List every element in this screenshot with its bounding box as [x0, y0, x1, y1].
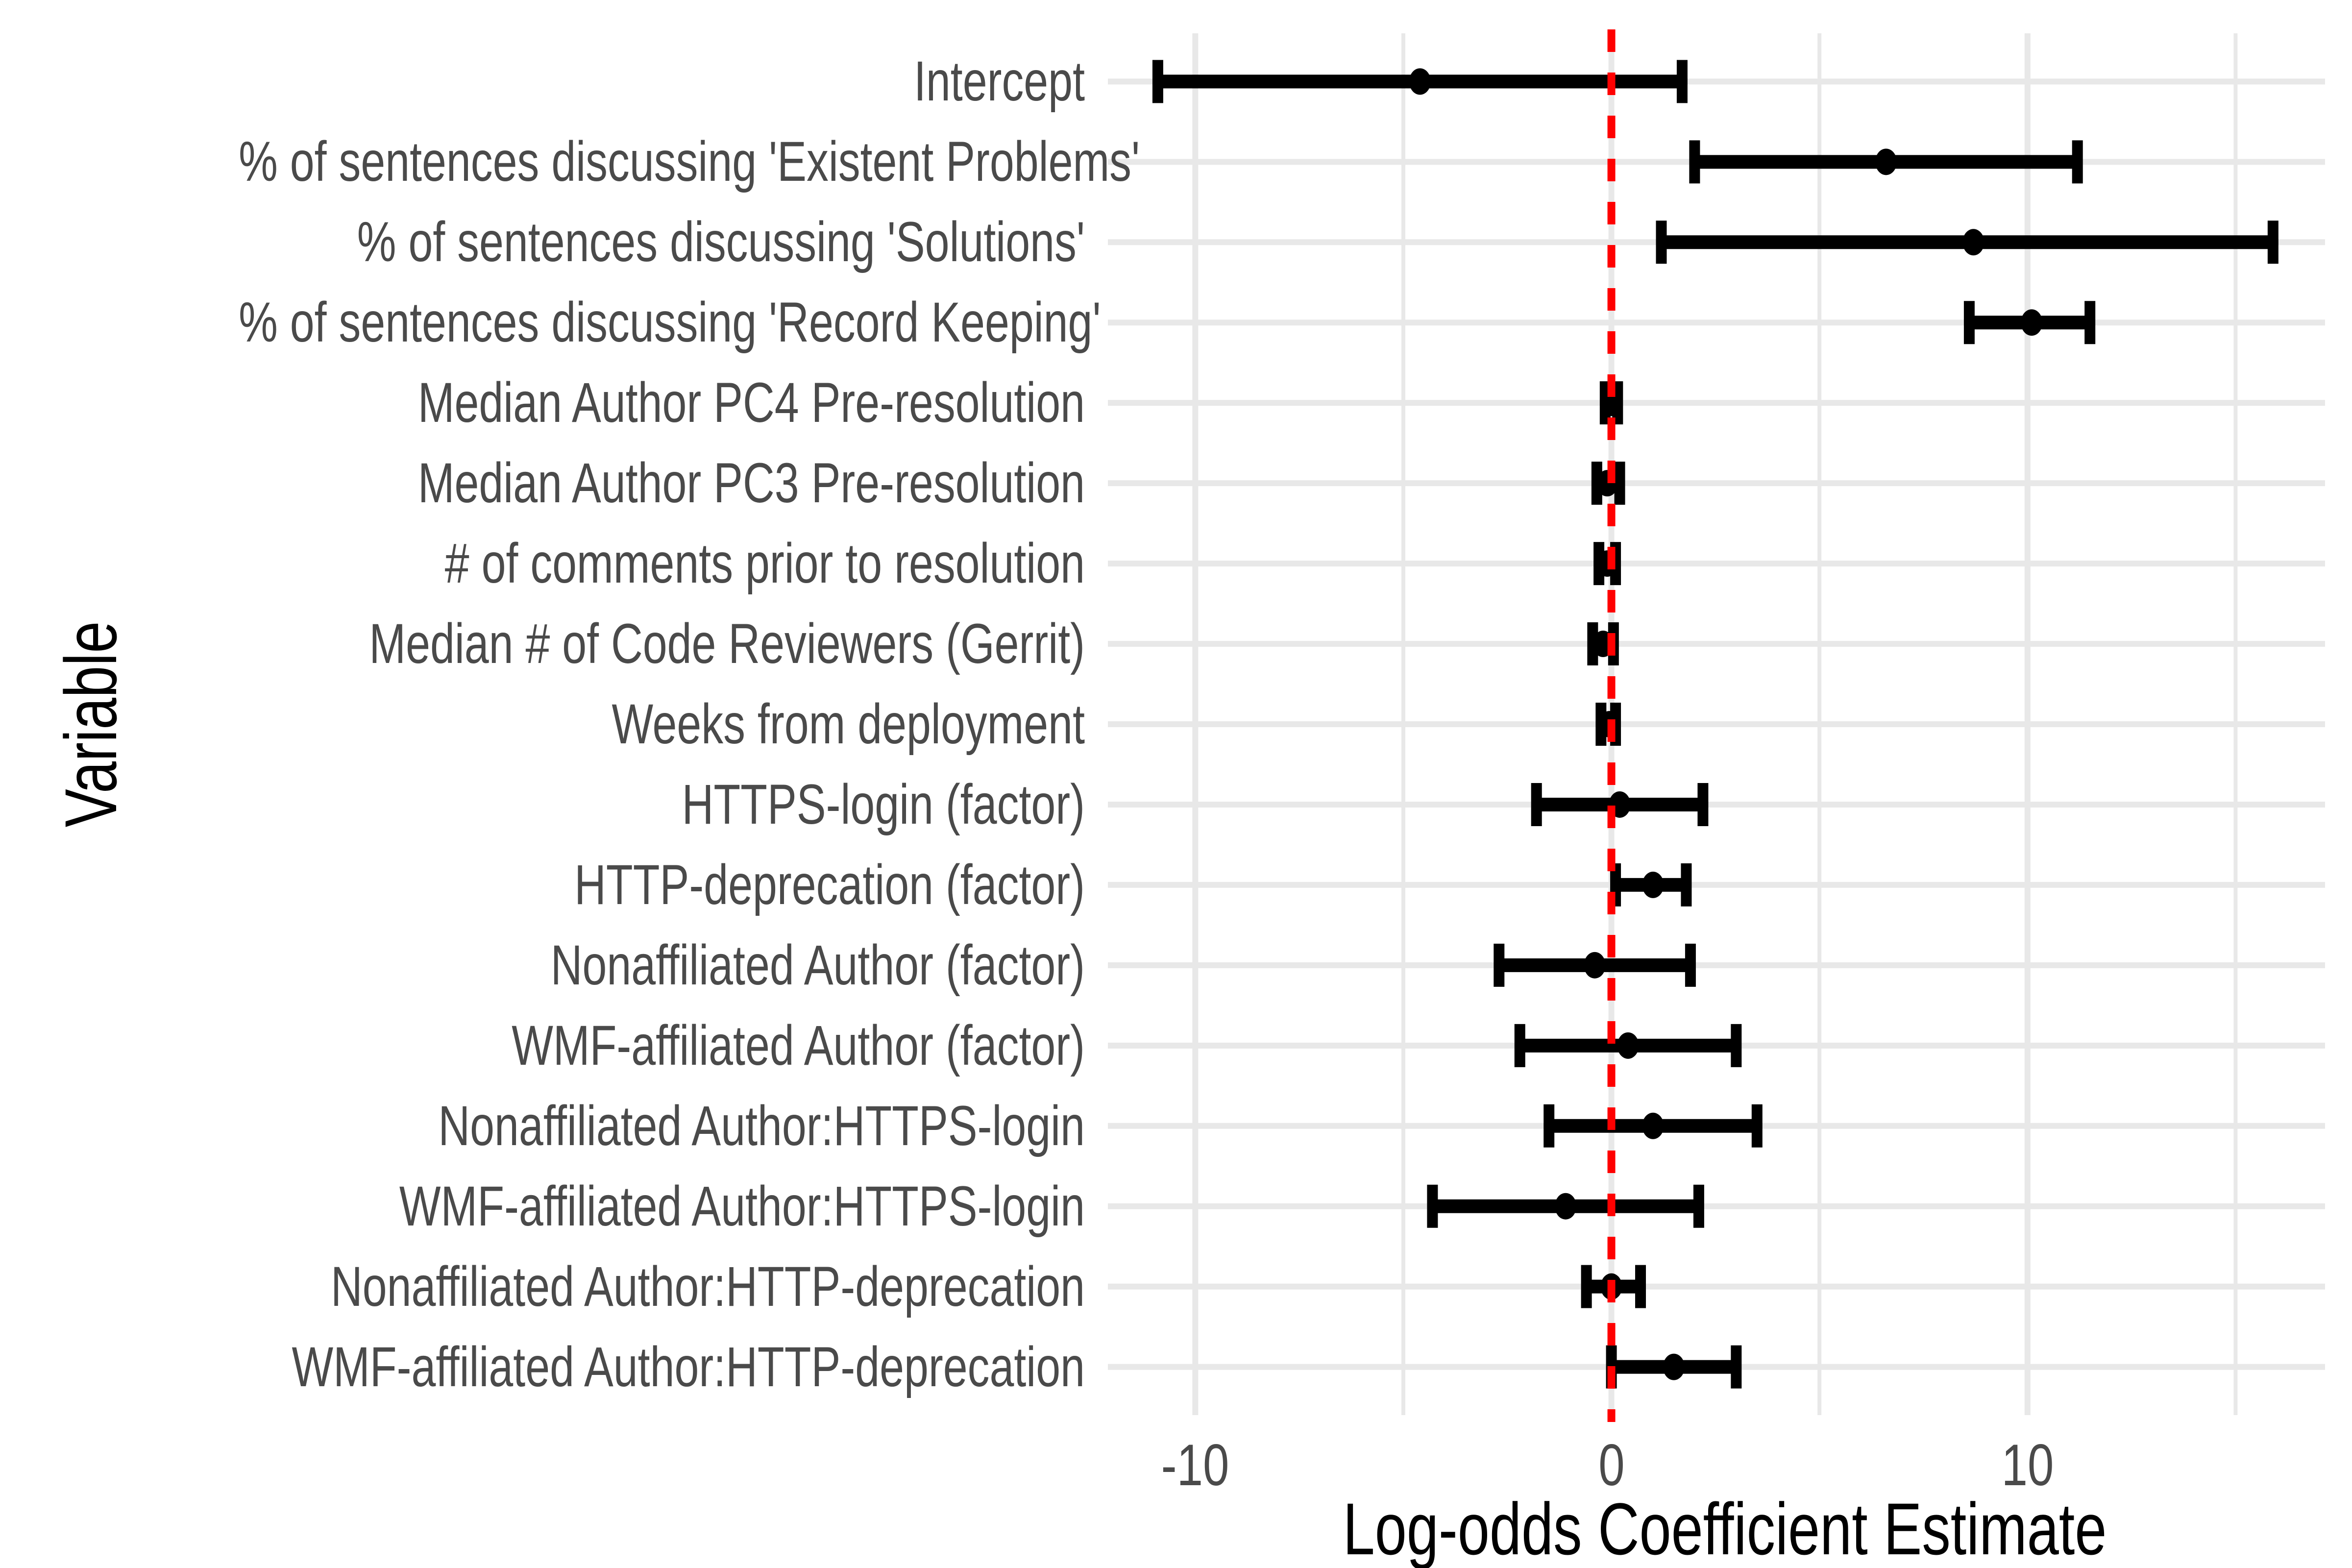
- y-axis-label: Nonaffiliated Author (factor): [550, 933, 1085, 997]
- y-axis-title: Variable: [49, 621, 132, 828]
- y-axis-label: % of sentences discussing 'Record Keepin…: [239, 291, 1101, 354]
- y-axis-label: Intercept: [913, 50, 1085, 113]
- point-estimate: [1663, 1353, 1685, 1380]
- y-axis-label: Nonaffiliated Author:HTTP-deprecation: [330, 1255, 1085, 1318]
- point-estimate: [1409, 68, 1431, 95]
- y-axis-label: Nonaffiliated Author:HTTPS-login: [438, 1094, 1085, 1157]
- y-axis-label: % of sentences discussing 'Solutions': [357, 211, 1085, 274]
- point-estimate: [1617, 1032, 1639, 1059]
- point-estimate: [1584, 952, 1606, 979]
- point-estimate: [1600, 390, 1622, 416]
- point-estimate: [2021, 309, 2043, 336]
- y-axis-label: Median Author PC3 Pre-resolution: [417, 452, 1085, 515]
- y-axis-label: Median Author PC4 Pre-resolution: [417, 371, 1085, 435]
- y-axis-label: WMF-affiliated Author:HTTPS-login: [399, 1175, 1085, 1238]
- point-estimate: [1642, 1112, 1664, 1139]
- y-axis-label: HTTPS-login (factor): [682, 773, 1085, 836]
- point-estimate: [1962, 229, 1984, 256]
- x-axis-tick-label: 10: [2001, 1432, 2054, 1498]
- point-estimate: [1642, 871, 1664, 898]
- x-axis-title: Log-odds Coefficient Estimate: [1343, 1488, 2107, 1568]
- y-axis-label: WMF-affiliated Author:HTTP-deprecation: [292, 1335, 1085, 1398]
- y-axis-label: Median # of Code Reviewers (Gerrit): [369, 612, 1085, 676]
- x-axis-tick-label: 0: [1598, 1432, 1625, 1498]
- y-axis-label: % of sentences discussing 'Existent Prob…: [239, 130, 1140, 194]
- y-axis-label: WMF-affiliated Author (factor): [512, 1014, 1085, 1077]
- y-axis-label: Weeks from deployment: [612, 693, 1085, 756]
- x-axis-tick-label: -10: [1161, 1432, 1229, 1498]
- point-estimate: [1555, 1193, 1577, 1220]
- y-axis-label: HTTP-deprecation (factor): [574, 853, 1085, 916]
- point-estimate: [1875, 148, 1897, 175]
- y-axis-label: # of comments prior to resolution: [444, 532, 1085, 595]
